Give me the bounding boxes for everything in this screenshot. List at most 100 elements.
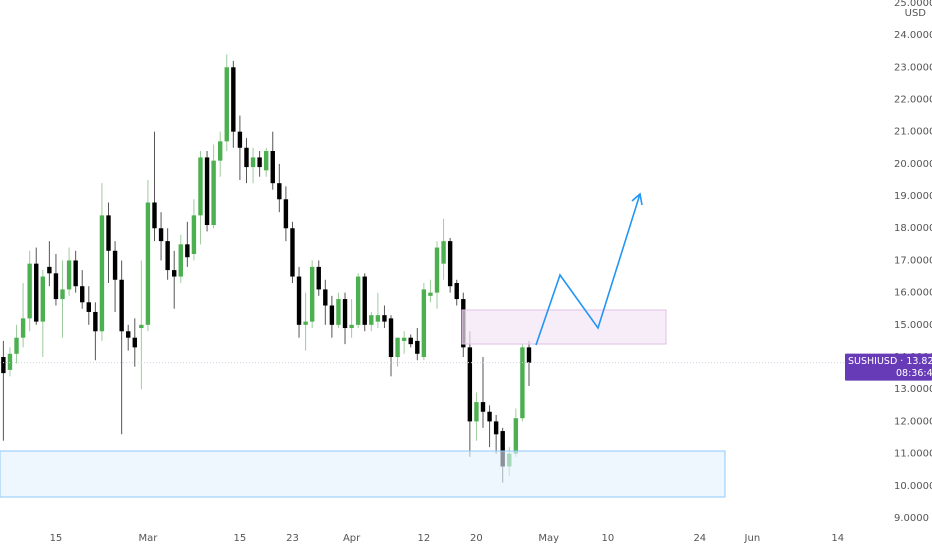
candle-body — [191, 215, 197, 255]
candle-body — [47, 266, 52, 274]
candle-body — [27, 263, 32, 319]
y-tick-label: 17.0000 — [894, 255, 932, 266]
candle-body — [480, 402, 486, 412]
x-tick-label: 20 — [470, 533, 483, 544]
candle-body — [467, 347, 473, 422]
y-tick-label: 9.0000 — [894, 513, 929, 524]
candle-body — [112, 250, 118, 280]
candle-body — [270, 150, 275, 184]
candle-body — [204, 157, 210, 226]
x-tick-label: 14 — [831, 533, 844, 544]
y-tick-label: 23.0000 — [894, 62, 932, 73]
candle-body — [342, 299, 348, 329]
candle-body — [513, 418, 519, 454]
candle-body — [1, 357, 6, 374]
candle-body — [382, 315, 387, 322]
candle-body — [290, 228, 295, 277]
y-tick-label: 25.0000 — [894, 0, 932, 9]
candle-body — [349, 324, 354, 329]
candle-body — [165, 241, 170, 271]
candle-body — [60, 289, 65, 300]
candle-body — [408, 337, 413, 345]
candle-body — [185, 244, 190, 258]
candle-body — [375, 315, 381, 322]
candle-body — [14, 337, 19, 354]
candle-body — [106, 215, 111, 251]
candle-body — [454, 282, 459, 300]
candle-body — [493, 421, 499, 435]
candle-body — [178, 244, 183, 277]
candle-body — [323, 289, 328, 306]
candle-body — [395, 337, 400, 358]
x-tick-label: 24 — [693, 533, 706, 544]
candle-body — [99, 215, 105, 332]
y-tick-label: 20.0000 — [894, 159, 932, 170]
candle-body — [329, 305, 335, 325]
candle-body — [231, 67, 236, 132]
price-tag: SUSHIUSD · 13.825608:36:47 — [845, 353, 932, 381]
candle-body — [158, 228, 164, 242]
candle-body — [237, 131, 243, 148]
y-tick-label: 12.0000 — [894, 416, 932, 427]
candle-body — [20, 318, 26, 338]
price-axis — [888, 0, 932, 528]
currency-label: USD — [905, 8, 927, 19]
x-tick-label: Mar — [138, 533, 158, 544]
candle-body — [434, 247, 440, 293]
x-tick-label: Apr — [343, 533, 361, 544]
candle-body — [388, 318, 394, 358]
candle-body — [198, 157, 203, 216]
candle-body — [447, 241, 453, 287]
countdown-label: 08:36:47 — [896, 368, 932, 379]
candle-body — [73, 260, 78, 287]
y-tick-label: 21.0000 — [894, 127, 932, 138]
candle-body — [152, 202, 157, 229]
y-tick-label: 13.0000 — [894, 384, 932, 395]
y-tick-label: 15.0000 — [894, 320, 932, 331]
candle-body — [250, 157, 256, 168]
candle-body — [401, 337, 407, 341]
candle-body — [40, 276, 46, 322]
y-tick-label: 22.0000 — [894, 94, 932, 105]
candle-body — [526, 347, 532, 363]
y-tick-label: 18.0000 — [894, 223, 932, 234]
candle-body — [119, 279, 124, 332]
candle-body — [369, 315, 374, 325]
candle-body — [421, 289, 427, 358]
candle-body — [474, 402, 479, 422]
candle-body — [441, 241, 446, 264]
candle-body — [126, 331, 131, 338]
demand-zone — [0, 450, 726, 498]
candle-body — [211, 160, 216, 226]
candle-body — [277, 183, 282, 200]
y-tick-label: 11.0000 — [894, 449, 932, 460]
candle-body — [217, 141, 223, 161]
candle-body — [139, 324, 144, 329]
candle-body — [296, 276, 302, 325]
candle-body — [53, 273, 59, 300]
candle-body — [224, 67, 229, 142]
y-tick-label: 24.0000 — [894, 30, 932, 41]
x-tick-label: 15 — [50, 533, 63, 544]
candle-body — [93, 311, 98, 332]
projection-arrowhead — [631, 192, 643, 206]
candle-body — [336, 299, 341, 325]
x-tick-label: 12 — [417, 533, 430, 544]
candle-body — [145, 202, 151, 325]
candle-body — [263, 150, 269, 171]
candle-body — [309, 266, 315, 322]
candle-body — [303, 321, 308, 325]
candle-body — [34, 263, 39, 322]
x-tick-label: 23 — [286, 533, 299, 544]
candle-body — [316, 266, 321, 290]
x-tick-label: 10 — [601, 533, 614, 544]
candle-body — [487, 411, 492, 422]
y-tick-label: 16.0000 — [894, 288, 932, 299]
candle-body — [520, 347, 525, 419]
candle-body — [428, 292, 433, 296]
y-tick-label: 19.0000 — [894, 191, 932, 202]
y-tick-label: 10.0000 — [894, 481, 932, 492]
price-tag-box — [845, 353, 932, 381]
candle-body — [86, 302, 91, 312]
